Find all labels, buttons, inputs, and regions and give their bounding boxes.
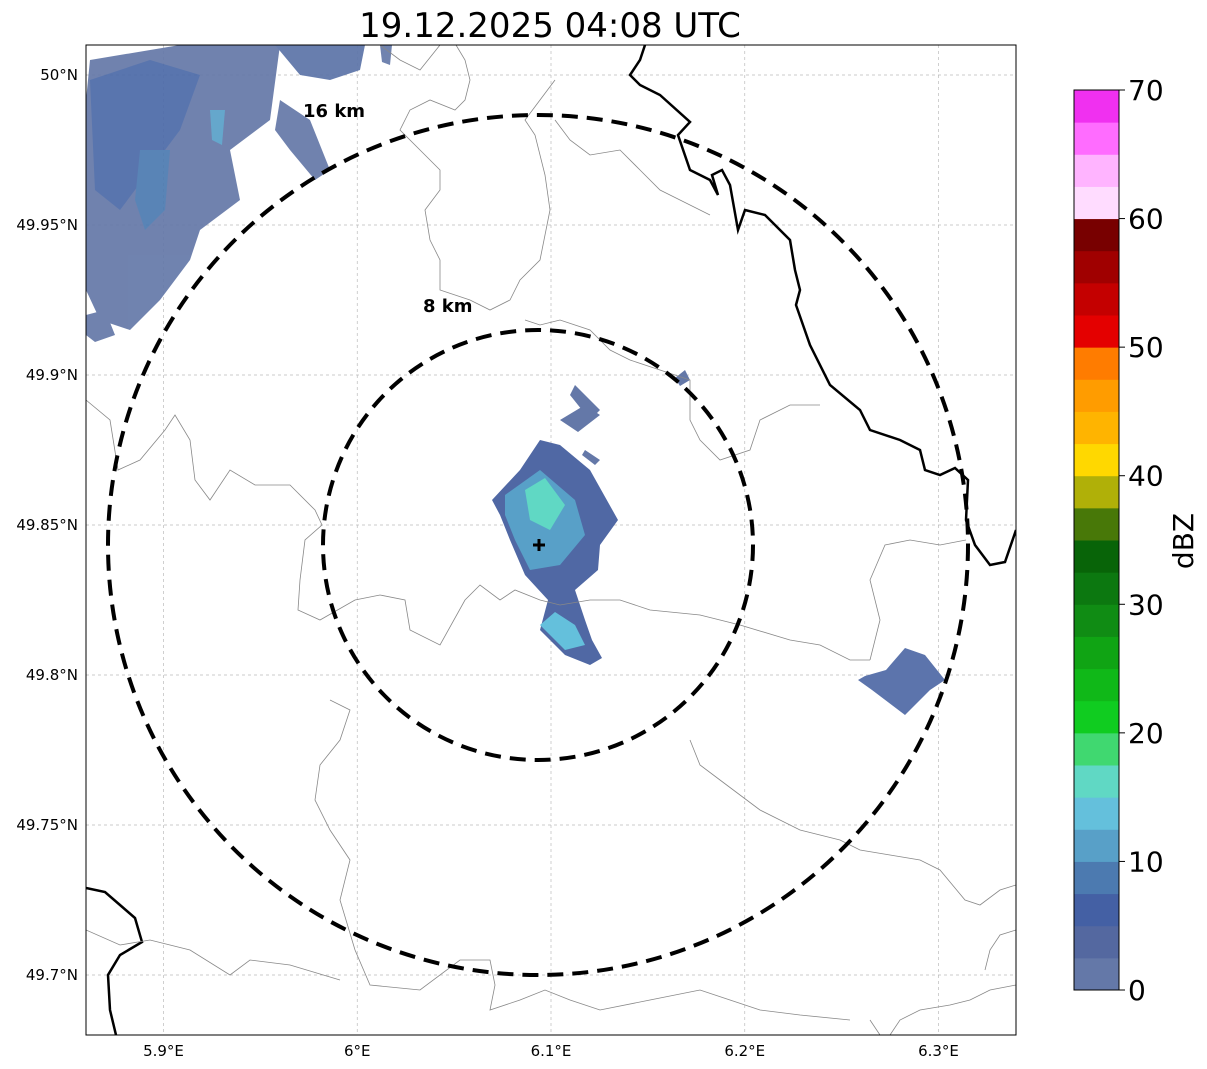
colorbar-segment xyxy=(1074,668,1119,702)
y-tick-label: 49.75°N xyxy=(16,816,78,834)
colorbar-tick-label: 50 xyxy=(1128,331,1164,364)
map-frame xyxy=(85,44,1017,1036)
y-tick-label: 49.95°N xyxy=(16,216,78,234)
colorbar-segment xyxy=(1074,604,1119,637)
colorbar-tick-label: 40 xyxy=(1128,460,1164,493)
colorbar-segment xyxy=(1074,186,1119,220)
x-tick-label: 5.9°E xyxy=(143,1042,184,1060)
colorbar-segment xyxy=(1074,700,1119,734)
colorbar-segment xyxy=(1074,861,1119,895)
colorbar-tick-label: 0 xyxy=(1128,974,1146,1007)
country-borders xyxy=(86,45,1016,1035)
colorbar-segment xyxy=(1074,475,1119,509)
colorbar-segment xyxy=(1074,732,1119,766)
colorbar-segment xyxy=(1074,797,1119,830)
colorbar-segment xyxy=(1074,90,1119,123)
radar-site-marker xyxy=(533,539,545,551)
colorbar-segment xyxy=(1074,122,1119,155)
x-tick-label: 6°E xyxy=(344,1042,371,1060)
colorbar-tick-label: 70 xyxy=(1128,74,1164,107)
colorbar-segment xyxy=(1074,540,1119,573)
range-rings: 16 km 8 km xyxy=(106,101,970,977)
colorbar-segment xyxy=(1074,218,1119,252)
colorbar-segment xyxy=(1074,507,1119,541)
colorbar-segment xyxy=(1074,282,1119,316)
map-panel: 16 km 8 km 5.9°E 6°E 6.1°E 6.2°E 6.3°E 50°N 4… xyxy=(16,44,1017,1060)
echo-cluster-center xyxy=(492,370,690,665)
x-axis-ticks: 5.9°E 6°E 6.1°E 6.2°E 6.3°E xyxy=(143,1042,959,1060)
colorbar-segment xyxy=(1074,636,1119,670)
x-tick-label: 6.2°E xyxy=(724,1042,765,1060)
colorbar-tick-label: 30 xyxy=(1128,588,1164,621)
colorbar-segment xyxy=(1074,154,1119,187)
range-ring-8km-label: 8 km xyxy=(423,296,473,317)
colorbar-tick-label: 20 xyxy=(1128,717,1164,750)
y-tick-label: 49.7°N xyxy=(26,966,78,984)
admin-boundaries xyxy=(86,45,1016,1035)
colorbar-segment xyxy=(1074,411,1119,445)
echo-cluster-east xyxy=(858,648,945,715)
colorbar-tick-label: 10 xyxy=(1128,845,1164,878)
colorbar-frame xyxy=(1073,89,1120,991)
colorbar-ticks: 0 10 20 30 40 50 60 70 xyxy=(1119,74,1164,1007)
x-tick-label: 6.1°E xyxy=(531,1042,572,1060)
y-tick-label: 49.85°N xyxy=(16,516,78,534)
range-ring-8km xyxy=(321,328,755,762)
colorbar-segment xyxy=(1074,250,1119,284)
range-ring-16km xyxy=(106,113,970,977)
colorbar-segment xyxy=(1074,347,1119,380)
colorbar-segment xyxy=(1074,443,1119,477)
x-tick-label: 6.3°E xyxy=(918,1042,959,1060)
echo-cluster-northwest xyxy=(86,45,392,342)
colorbar-label: dBZ xyxy=(1167,513,1200,569)
colorbar-tick-label: 60 xyxy=(1128,203,1164,236)
colorbar-segment xyxy=(1074,379,1119,412)
range-ring-16km-label: 16 km xyxy=(303,101,365,122)
colorbar-segment xyxy=(1074,315,1119,348)
y-tick-label: 50°N xyxy=(40,66,78,84)
map-title: 19.12.2025 04:08 UTC xyxy=(359,6,741,46)
y-axis-ticks: 50°N 49.95°N 49.9°N 49.85°N 49.8°N 49.75°N 49.… xyxy=(16,66,78,984)
colorbar: 0 10 20 30 40 50 60 70 dBZ xyxy=(1073,74,1200,1007)
colorbar-segment xyxy=(1074,893,1119,927)
y-tick-label: 49.9°N xyxy=(26,366,78,384)
colorbar-segment xyxy=(1074,765,1119,798)
colorbar-segment xyxy=(1074,957,1119,991)
colorbar-segment xyxy=(1074,925,1119,959)
colorbar-segment xyxy=(1074,829,1119,862)
colorbar-segment xyxy=(1074,572,1119,605)
colorbar-segments xyxy=(1074,90,1119,991)
y-tick-label: 49.8°N xyxy=(26,666,78,684)
